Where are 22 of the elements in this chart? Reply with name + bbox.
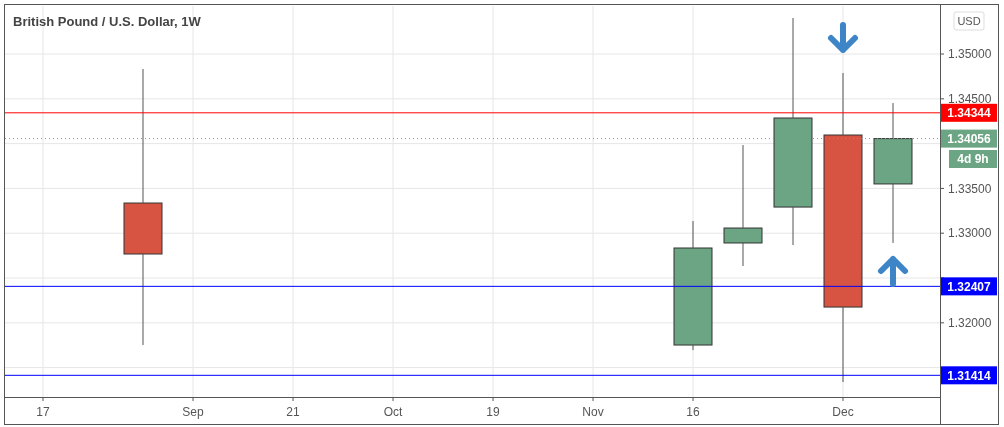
x-tick-label: 19 xyxy=(486,405,500,419)
x-tick-label: 16 xyxy=(686,405,700,419)
y-tick-label: 1.35000 xyxy=(948,47,992,62)
x-tick-label: Sep xyxy=(182,405,204,419)
text: British Pound / U.S. Dollar, 1W xyxy=(13,14,202,29)
x-tick-label: Oct xyxy=(383,405,403,419)
y-tick-label: 1.33000 xyxy=(948,226,992,241)
x-tick-label: 21 xyxy=(286,405,300,419)
x-tick-label: 17 xyxy=(36,405,50,419)
candlestick xyxy=(123,68,163,346)
candlestick xyxy=(723,144,763,267)
text: 4d 9h xyxy=(957,152,989,167)
y-tick-label: 1.33500 xyxy=(948,181,992,196)
x-tick-label: Nov xyxy=(582,405,604,419)
ref-line-label: 1.32407 xyxy=(947,279,992,294)
ref-line-label: 1.34344 xyxy=(947,106,992,120)
ref-line-label: 1.34056 xyxy=(947,131,992,146)
ref-line-label: 1.31414 xyxy=(947,368,992,383)
x-tick-label: Dec xyxy=(832,405,854,419)
y-tick-label: 1.32000 xyxy=(948,316,992,331)
text: USD xyxy=(957,14,981,27)
y-tick-label: 1.34500 xyxy=(948,92,992,107)
